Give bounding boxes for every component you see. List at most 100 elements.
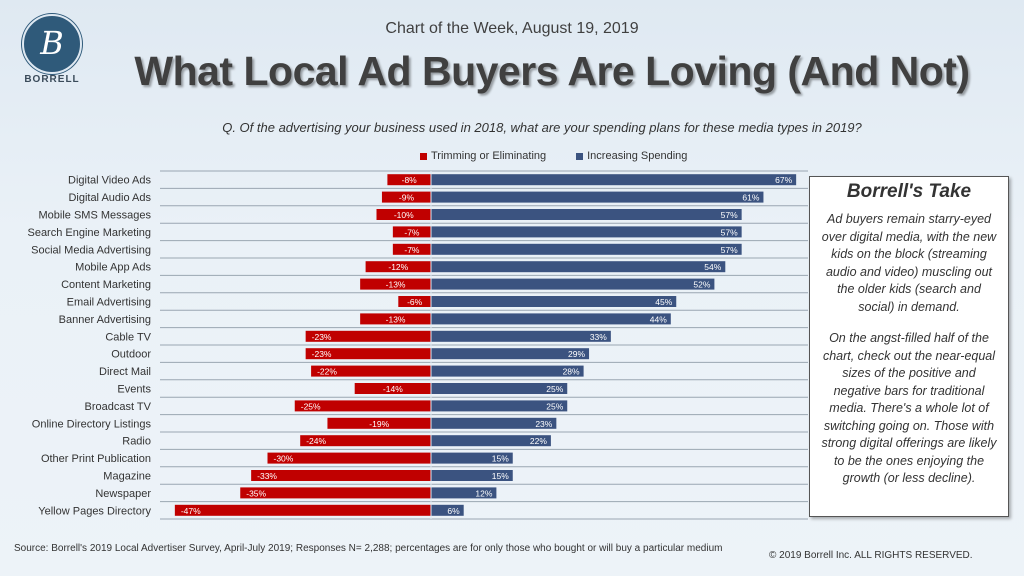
data-label-negative: -24% [306,436,326,446]
bar-positive [431,487,497,499]
category-label: Search Engine Marketing [27,227,151,239]
bar-negative [327,417,431,429]
category-label: Social Media Advertising [31,244,151,256]
data-label-negative: -23% [312,332,332,342]
chart-of-week-label: Chart of the Week, August 19, 2019 [385,20,639,37]
data-label-positive: 57% [721,210,738,220]
data-label-positive: 25% [546,384,563,394]
data-label-positive: 12% [475,488,492,498]
category-label: Mobile App Ads [75,262,151,274]
category-label: Outdoor [111,349,151,361]
category-label: Yellow Pages Directory [38,505,151,517]
survey-question: Q. Of the advertising your business used… [222,120,862,135]
bar-negative [376,209,431,220]
legend-item-negative: Trimming or Eliminating [420,150,546,162]
category-label: Other Print Publication [41,453,151,465]
bar-negative [392,226,431,238]
legend-swatch [576,152,584,160]
data-label-negative: -7% [404,227,420,237]
take-paragraph-1: Ad buyers remain starry-eyed over digita… [821,212,997,314]
data-label-positive: 52% [693,280,710,290]
category-label: Direct Mail [99,366,151,378]
data-label-negative: -13% [386,314,406,324]
category-label: Online Directory Listings [32,418,152,430]
data-label-positive: 29% [568,349,585,359]
category-label: Newspaper [95,488,151,500]
bar-positive [431,348,590,360]
legend-label: Trimming or Eliminating [431,150,547,162]
bar-negative [174,504,431,516]
data-label-positive: 57% [721,227,738,237]
legend-item-positive: Increasing Spending [576,150,687,162]
bar-positive [431,209,742,220]
data-label-positive: 61% [742,193,759,203]
data-label-negative: -33% [257,471,277,481]
bar-negative [311,365,431,377]
source-note: Source: Borrell's 2019 Local Advertiser … [14,543,723,554]
legend: Trimming or Eliminating Increasing Spend… [420,150,687,162]
logo-letter: B [40,24,64,62]
data-label-negative: -13% [386,280,406,290]
data-label-negative: -19% [369,419,389,429]
bar-positive [431,243,742,255]
data-label-positive: 45% [655,297,672,307]
bar-positive [431,504,464,516]
category-label: Mobile SMS Messages [39,210,152,222]
bar-positive [431,470,513,481]
data-label-negative: -47% [181,506,201,516]
bar-positive [431,313,671,325]
category-label: Email Advertising [67,297,151,309]
bar-positive [431,226,742,238]
bar-negative [365,261,431,273]
category-label: Magazine [103,471,151,483]
bar-negative [381,191,431,203]
take-title: Borrell's Take [846,181,972,202]
data-label-negative: -6% [407,297,423,307]
bar-negative [387,174,431,186]
data-label-negative: -30% [274,454,294,464]
data-label-positive: 57% [721,245,738,255]
page-title: What Local Ad Buyers Are Loving (And Not… [134,48,970,94]
take-paragraph-2: On the angst-filled half of the chart, c… [821,331,997,485]
bar-negative [398,296,431,307]
legend-label: Increasing Spending [587,150,688,162]
bar-positive [431,174,797,186]
category-label: Digital Audio Ads [68,192,151,204]
data-label-positive: 33% [590,332,607,342]
data-label-negative: -9% [399,193,415,203]
data-label-positive: 28% [563,367,580,377]
category-label: Broadcast TV [85,401,152,413]
bar-negative [251,470,431,481]
bar-negative [300,435,431,447]
bar-negative [240,487,431,499]
bar-positive [431,383,568,394]
bar-negative [294,400,431,412]
data-label-positive: 44% [650,314,667,324]
bar-positive [431,278,715,290]
data-label-positive: 67% [775,175,792,185]
borrells-take-box: Borrell's Take Ad buyers remain starry-e… [809,176,1009,517]
bar-positive [431,417,557,429]
data-label-negative: -12% [388,262,408,272]
category-label: Banner Advertising [59,314,151,326]
category-label: Events [117,384,151,396]
data-label-negative: -14% [383,384,403,394]
copyright: © 2019 Borrell Inc. ALL RIGHTS RESERVED. [769,550,973,561]
category-label: Content Marketing [61,279,151,291]
bar-positive [431,400,568,412]
bar-negative [354,383,431,394]
data-label-positive: 15% [492,454,509,464]
bar-negative [392,243,431,255]
bar-negative [360,278,431,290]
bar-negative [267,452,431,464]
data-label-positive: 54% [704,262,721,272]
data-label-positive: 23% [535,419,552,429]
data-label-negative: -22% [317,367,337,377]
diverging-bar-chart: Digital Video Ads -8% 67% Digital Audio Ads… [27,170,808,520]
category-label: Digital Video Ads [68,175,151,187]
bar-positive [431,330,611,342]
bar-negative [305,348,431,360]
data-label-negative: -7% [404,245,420,255]
bar-positive [431,435,551,447]
data-label-positive: 25% [546,401,563,411]
